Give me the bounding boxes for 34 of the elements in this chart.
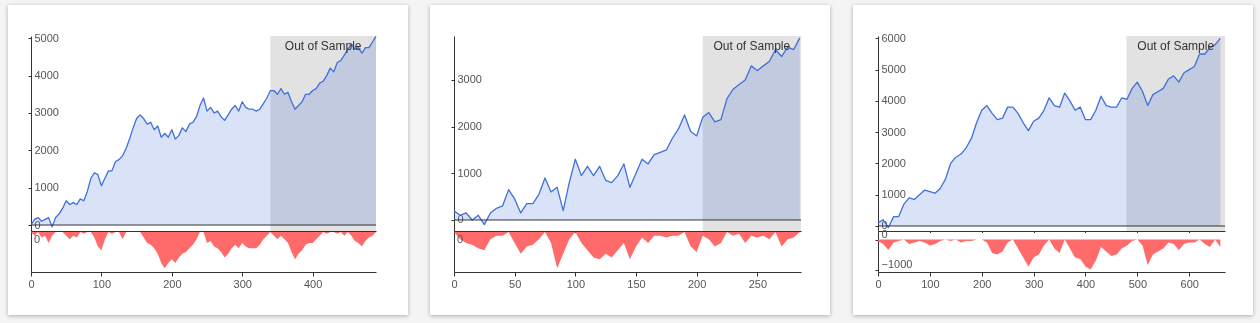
x-tick-label: 600 [1180, 277, 1199, 290]
y-tick-label: 5000 [881, 63, 906, 76]
y-tick-label: 0 [457, 213, 464, 226]
y-tick-label: 6000 [881, 31, 906, 44]
x-tick-label: 500 [1128, 277, 1148, 290]
x-tick-label: 150 [627, 277, 646, 290]
x-tick-label: 400 [303, 277, 323, 290]
x-tick-label: 300 [233, 277, 252, 290]
y-tick-label: 2000 [34, 143, 59, 156]
y-tick-label: 1000 [881, 188, 906, 201]
y-tick-label: 3000 [457, 73, 482, 86]
band-label: Out of Sample [1137, 39, 1215, 53]
y-tick-label: 4000 [881, 94, 906, 107]
y-tick-label: −1000 [881, 258, 913, 271]
x-tick-label: 250 [748, 277, 767, 290]
y-tick-label: 3000 [34, 106, 59, 119]
x-tick-label: 200 [973, 277, 992, 290]
x-tick-label: 300 [1024, 277, 1044, 290]
x-tick-label: 50 [509, 277, 522, 290]
x-tick-label: 200 [163, 277, 182, 290]
y-tick-label: 3000 [881, 125, 906, 138]
y-tick-label: 2000 [457, 120, 482, 133]
x-tick-label: 100 [921, 277, 940, 290]
band-label: Out of Sample [713, 39, 791, 53]
x-tick-label: 100 [566, 277, 586, 290]
x-tick-label: 200 [687, 277, 707, 290]
y-tick-label: 2000 [881, 156, 906, 169]
y-tick-label: 4000 [34, 69, 59, 82]
y-tick-label: 5000 [34, 31, 59, 44]
y-tick-label: 1000 [34, 181, 59, 194]
x-tick-label: 100 [92, 277, 112, 290]
x-tick-label: 400 [1076, 277, 1096, 290]
y-tick-label: 1000 [457, 166, 482, 179]
y-tick-label: 0 [34, 218, 41, 231]
